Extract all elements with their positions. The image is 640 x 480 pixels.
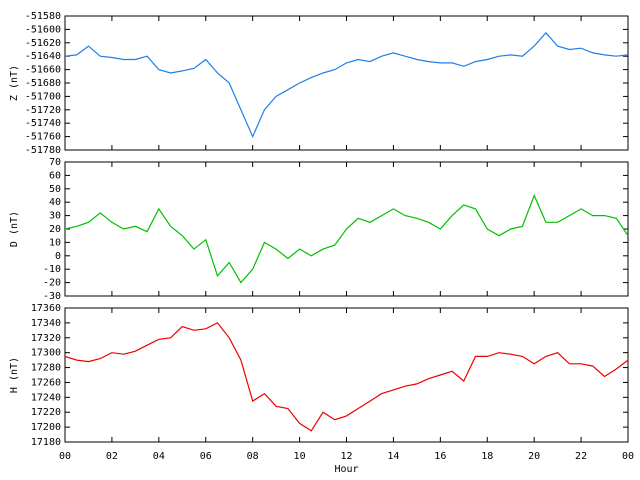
y-tick-label: -51700 <box>25 91 61 102</box>
y-axis-label: H (nT) <box>9 357 20 393</box>
y-tick-label: 30 <box>49 211 61 222</box>
y-tick-label: -51620 <box>25 38 61 49</box>
y-tick-label: -51600 <box>25 24 61 35</box>
y-tick-label: 20 <box>49 224 61 235</box>
y-tick-label: -51660 <box>25 65 61 76</box>
y-tick-label: -20 <box>43 278 61 289</box>
y-tick-label: 70 <box>49 157 61 168</box>
panel-frame <box>64 307 629 443</box>
y-tick-label: -10 <box>43 264 61 275</box>
x-tick-label: 10 <box>294 451 306 462</box>
y-tick-label: 10 <box>49 237 61 248</box>
y-tick-label: -51760 <box>25 132 61 143</box>
x-tick-label: 08 <box>247 451 259 462</box>
x-tick-label: 12 <box>340 451 352 462</box>
x-tick-label: 00 <box>622 451 634 462</box>
data-line <box>64 322 629 432</box>
y-tick-label: 17360 <box>31 303 61 314</box>
y-axis-label: D (nT) <box>9 211 20 247</box>
y-tick-label: 17340 <box>31 318 61 329</box>
y-tick-label: -51780 <box>25 145 61 156</box>
x-axis-label: Hour <box>334 464 358 475</box>
y-tick-label: 50 <box>49 184 61 195</box>
y-tick-label: 40 <box>49 197 61 208</box>
y-tick-label: 17320 <box>31 333 61 344</box>
y-axis-label: Z (nT) <box>9 65 20 101</box>
x-tick-label: 20 <box>528 451 540 462</box>
x-tick-label: 00 <box>59 451 71 462</box>
y-tick-label: -51680 <box>25 78 61 89</box>
x-tick-label: 16 <box>434 451 446 462</box>
y-tick-label: 17200 <box>31 422 61 433</box>
y-tick-label: 0 <box>55 251 61 262</box>
data-line <box>64 193 629 284</box>
x-tick-label: 14 <box>387 451 399 462</box>
y-tick-label: 17280 <box>31 363 61 374</box>
y-tick-label: -30 <box>43 291 61 302</box>
x-tick-label: 04 <box>153 451 165 462</box>
y-tick-label: -51740 <box>25 118 61 129</box>
x-tick-label: 02 <box>106 451 118 462</box>
y-tick-label: 17220 <box>31 407 61 418</box>
y-tick-label: 17180 <box>31 437 61 448</box>
y-tick-label: 17300 <box>31 348 61 359</box>
x-tick-label: 18 <box>481 451 493 462</box>
y-tick-label: -51640 <box>25 51 61 62</box>
y-tick-label: -51720 <box>25 105 61 116</box>
y-tick-label: -51580 <box>25 11 61 22</box>
y-tick-label: 60 <box>49 170 61 181</box>
x-tick-label: 06 <box>200 451 212 462</box>
y-tick-label: 17260 <box>31 377 61 388</box>
data-line <box>64 31 629 139</box>
y-tick-label: 17240 <box>31 392 61 403</box>
x-tick-label: 22 <box>575 451 587 462</box>
